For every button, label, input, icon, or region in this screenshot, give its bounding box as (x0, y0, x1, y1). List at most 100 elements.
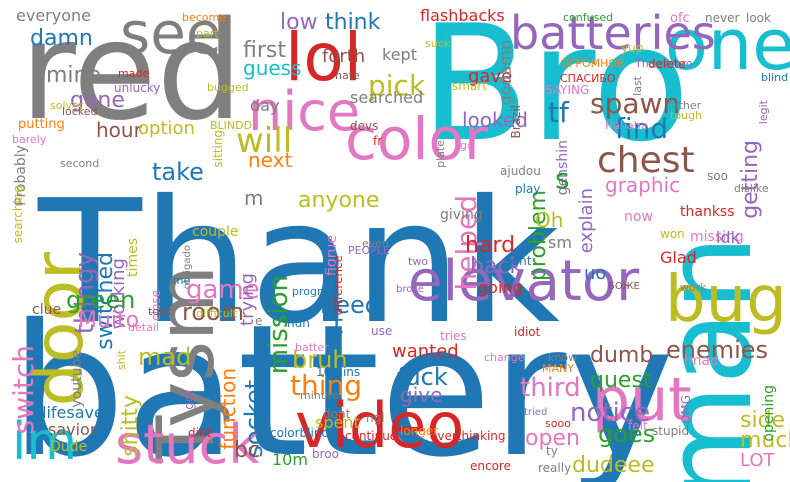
word: lmao (684, 353, 719, 369)
word: soo (707, 169, 728, 183)
word: nice (248, 80, 361, 143)
word: flashbacks (420, 6, 505, 25)
word: bruh (292, 346, 348, 374)
word: stupid (652, 424, 690, 438)
word: everyone (16, 6, 91, 25)
word: play (515, 182, 541, 196)
word: ofc (670, 11, 690, 26)
word: Brazil (509, 105, 523, 139)
word: third (520, 373, 581, 403)
word: stuck (115, 413, 260, 476)
word: ОГРОМНОЕ (560, 57, 625, 70)
word: yup (621, 41, 644, 55)
word: 10mins (316, 365, 361, 379)
word: come (160, 274, 191, 287)
word: missing (690, 229, 744, 245)
word: idiot (514, 325, 541, 339)
word: fuck (397, 363, 448, 391)
word: idk (716, 228, 740, 247)
word: LOT (740, 450, 775, 471)
word: godamn (496, 40, 515, 106)
word: side (740, 408, 786, 433)
word: find (615, 112, 669, 145)
word: won (660, 227, 685, 241)
word: tough (670, 109, 702, 122)
word: dont (323, 407, 351, 421)
word: enemies (666, 336, 769, 364)
word: legit (757, 100, 770, 125)
word: red (20, 0, 243, 151)
word: Bro (420, 0, 690, 177)
word: see (120, 0, 222, 67)
word: notice (570, 398, 651, 428)
word: even (362, 237, 390, 250)
word: now (624, 209, 653, 225)
word: searching (11, 185, 25, 244)
word: tried (524, 407, 548, 418)
word: mad (138, 343, 192, 371)
word: clue (32, 302, 62, 318)
word: dint (188, 426, 212, 440)
word: first (243, 38, 286, 63)
word: blind (761, 71, 789, 84)
word: back (470, 254, 523, 279)
word: made (118, 67, 150, 80)
word: solver (50, 99, 84, 112)
word: opening (761, 385, 777, 442)
word: times (125, 238, 141, 277)
word: part (196, 27, 219, 40)
word: fight (504, 254, 532, 268)
word: difficult (196, 307, 238, 320)
word: Muito (78, 308, 140, 333)
word: СПАСИБО (560, 72, 616, 85)
word: uo (584, 263, 607, 284)
word: elevator (408, 249, 640, 314)
word: much (740, 428, 790, 453)
word: chest (597, 140, 695, 181)
word: sm (548, 233, 572, 252)
word: couple (192, 224, 239, 240)
word: wanted (392, 341, 459, 362)
word: unlucky (114, 81, 161, 95)
word: getting (738, 140, 763, 219)
word: guess (243, 56, 302, 80)
word: next (248, 148, 293, 172)
word: felt (628, 419, 648, 433)
word: fr (373, 134, 383, 148)
word: Thank (38, 164, 560, 362)
word: goes (598, 420, 656, 448)
word: will (236, 121, 293, 161)
word: batteries (510, 6, 716, 60)
word: t (333, 310, 344, 340)
word: lol (285, 19, 363, 96)
word: sooo (545, 417, 571, 430)
word: room (182, 298, 245, 326)
word: huh (287, 316, 310, 330)
word: dumb (590, 343, 654, 368)
word: quest (590, 368, 652, 393)
word: progress (292, 285, 340, 298)
word: dudeee (572, 453, 655, 478)
word: use (371, 324, 393, 338)
word: need (320, 291, 380, 319)
word: color (345, 105, 488, 173)
word: detail (128, 321, 159, 334)
word: one (665, 4, 790, 86)
word: anyone (298, 188, 380, 213)
word: looked (462, 108, 528, 132)
word: mine (46, 63, 102, 88)
word: explain (576, 188, 597, 254)
word: longer (400, 424, 439, 438)
word: spent (315, 413, 360, 432)
word: option (138, 118, 195, 139)
word: battery (10, 285, 675, 482)
word: video (295, 389, 465, 462)
word: hate (335, 69, 360, 82)
word: 10m (272, 450, 308, 469)
word: barely (12, 133, 47, 146)
word: took (148, 305, 173, 318)
word: graphic (605, 173, 681, 197)
word: go (460, 139, 474, 152)
word: low (280, 10, 318, 35)
